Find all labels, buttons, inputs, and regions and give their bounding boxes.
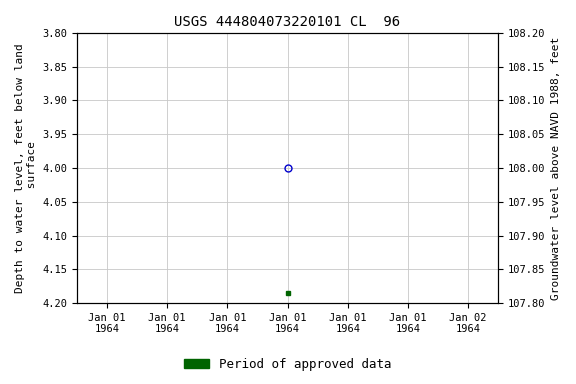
Legend: Period of approved data: Period of approved data: [179, 353, 397, 376]
Y-axis label: Groundwater level above NAVD 1988, feet: Groundwater level above NAVD 1988, feet: [551, 36, 561, 300]
Y-axis label: Depth to water level, feet below land
 surface: Depth to water level, feet below land su…: [15, 43, 37, 293]
Title: USGS 444804073220101 CL  96: USGS 444804073220101 CL 96: [175, 15, 401, 29]
